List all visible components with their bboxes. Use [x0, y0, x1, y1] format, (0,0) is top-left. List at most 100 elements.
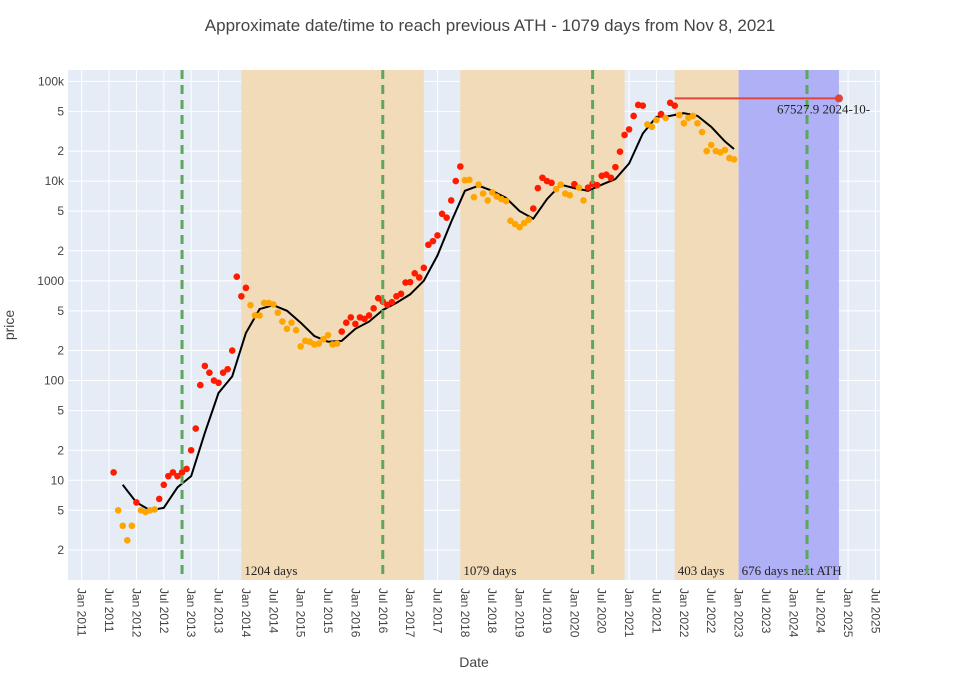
- price-point: [466, 176, 473, 184]
- price-point: [169, 469, 177, 476]
- price-point: [516, 223, 523, 231]
- y-tick-label: 5: [57, 104, 64, 118]
- chart-title: Approximate date/time to reach previous …: [205, 16, 775, 35]
- price-point: [133, 499, 140, 506]
- x-tick-label: Jan 2022: [677, 588, 691, 638]
- price-point: [178, 469, 186, 476]
- x-tick-label: Jul 2016: [376, 588, 390, 634]
- y-tick-label: 5: [57, 304, 64, 318]
- price-point: [415, 274, 423, 281]
- price-point: [530, 205, 537, 212]
- x-tick-label: Jul 2021: [649, 588, 663, 634]
- price-point: [580, 197, 587, 204]
- price-point: [639, 102, 647, 110]
- price-point: [571, 180, 578, 188]
- x-tick-label: Jul 2024: [814, 588, 828, 634]
- shapes-layer: [241, 70, 839, 580]
- y-tick-label: 10: [51, 473, 65, 487]
- shaded-region: [460, 70, 625, 580]
- price-point: [520, 219, 528, 227]
- y-tick-label: 100k: [38, 74, 65, 88]
- shaded-region: [674, 70, 739, 580]
- region-label: 676 days next ATH: [742, 563, 842, 578]
- overlay-layer: 1204 days 1079 days 403 days 676 days next …: [180, 70, 870, 580]
- price-point: [630, 112, 637, 120]
- price-point: [165, 472, 172, 480]
- price-point: [721, 146, 729, 154]
- price-point: [557, 181, 564, 189]
- shaded-region: [241, 70, 424, 580]
- price-point: [370, 305, 377, 312]
- price-point: [333, 340, 341, 347]
- price-point: [110, 469, 117, 476]
- price-point: [151, 506, 158, 513]
- price-point: [288, 319, 295, 327]
- price-point: [621, 131, 628, 139]
- price-point: [662, 114, 669, 122]
- price-point: [475, 181, 482, 189]
- ath-point: [834, 94, 843, 103]
- price-point: [703, 147, 710, 155]
- price-point: [320, 335, 327, 343]
- price-point: [438, 210, 446, 218]
- price-point: [593, 181, 601, 189]
- x-tick-label: Jan 2017: [403, 588, 417, 638]
- price-point: [447, 197, 455, 204]
- x-tick-label: Jul 2013: [212, 588, 226, 634]
- price-point: [192, 425, 200, 432]
- x-tick-label: Jul 2018: [485, 588, 499, 634]
- price-point: [233, 273, 241, 280]
- price-point: [269, 301, 277, 308]
- region-label: 1204 days: [244, 563, 297, 578]
- y-tick-label: 1000: [37, 274, 64, 288]
- price-point: [502, 197, 510, 205]
- price-point: [352, 320, 359, 328]
- region-label: 403 days: [678, 563, 725, 578]
- price-point: [548, 179, 555, 187]
- price-point: [698, 128, 706, 136]
- price-point: [242, 284, 250, 292]
- price-point: [260, 299, 268, 307]
- price-point: [256, 312, 263, 319]
- price-point: [228, 347, 236, 354]
- price-point: [552, 185, 560, 193]
- price-point: [338, 328, 346, 335]
- y-tick-label: 2: [57, 144, 64, 158]
- x-tick-label: Jan 2021: [622, 588, 636, 638]
- price-point: [160, 481, 168, 489]
- price-point: [155, 495, 163, 503]
- price-point: [616, 148, 624, 156]
- price-point: [479, 190, 487, 197]
- region-label: 1079 days: [463, 563, 516, 578]
- price-point: [425, 241, 432, 249]
- price-point: [274, 309, 282, 316]
- price-point: [612, 163, 619, 171]
- price-point: [196, 381, 204, 389]
- x-tick-label: Jan 2019: [513, 588, 527, 638]
- price-point: [174, 472, 181, 480]
- x-tick-label: Jul 2015: [321, 588, 335, 634]
- x-tick-label: Jul 2022: [704, 588, 718, 634]
- y-tick-label: 2: [57, 443, 64, 457]
- price-point: [315, 340, 323, 347]
- x-tick-label: Jul 2023: [759, 588, 773, 634]
- price-point: [680, 119, 688, 127]
- price-point: [397, 290, 405, 298]
- price-point: [657, 110, 665, 118]
- price-point: [128, 522, 136, 530]
- price-point: [187, 446, 195, 454]
- price-point: [342, 319, 350, 327]
- price-point: [283, 325, 291, 333]
- price-point: [238, 292, 245, 300]
- x-tick-label: Jan 2016: [348, 588, 362, 638]
- price-point: [707, 141, 715, 149]
- x-tick-label: Jan 2012: [129, 588, 143, 638]
- price-point: [507, 217, 514, 225]
- axes-layer: 2 5 10 2 5 100 2 5 1000 2 5 10k 2 5 100k Jan 2011 Jul 20…: [37, 74, 882, 637]
- price-point: [324, 331, 332, 339]
- price-point: [566, 192, 574, 199]
- price-point: [251, 312, 259, 319]
- y-tick-label: 5: [57, 404, 64, 418]
- price-point: [457, 163, 464, 170]
